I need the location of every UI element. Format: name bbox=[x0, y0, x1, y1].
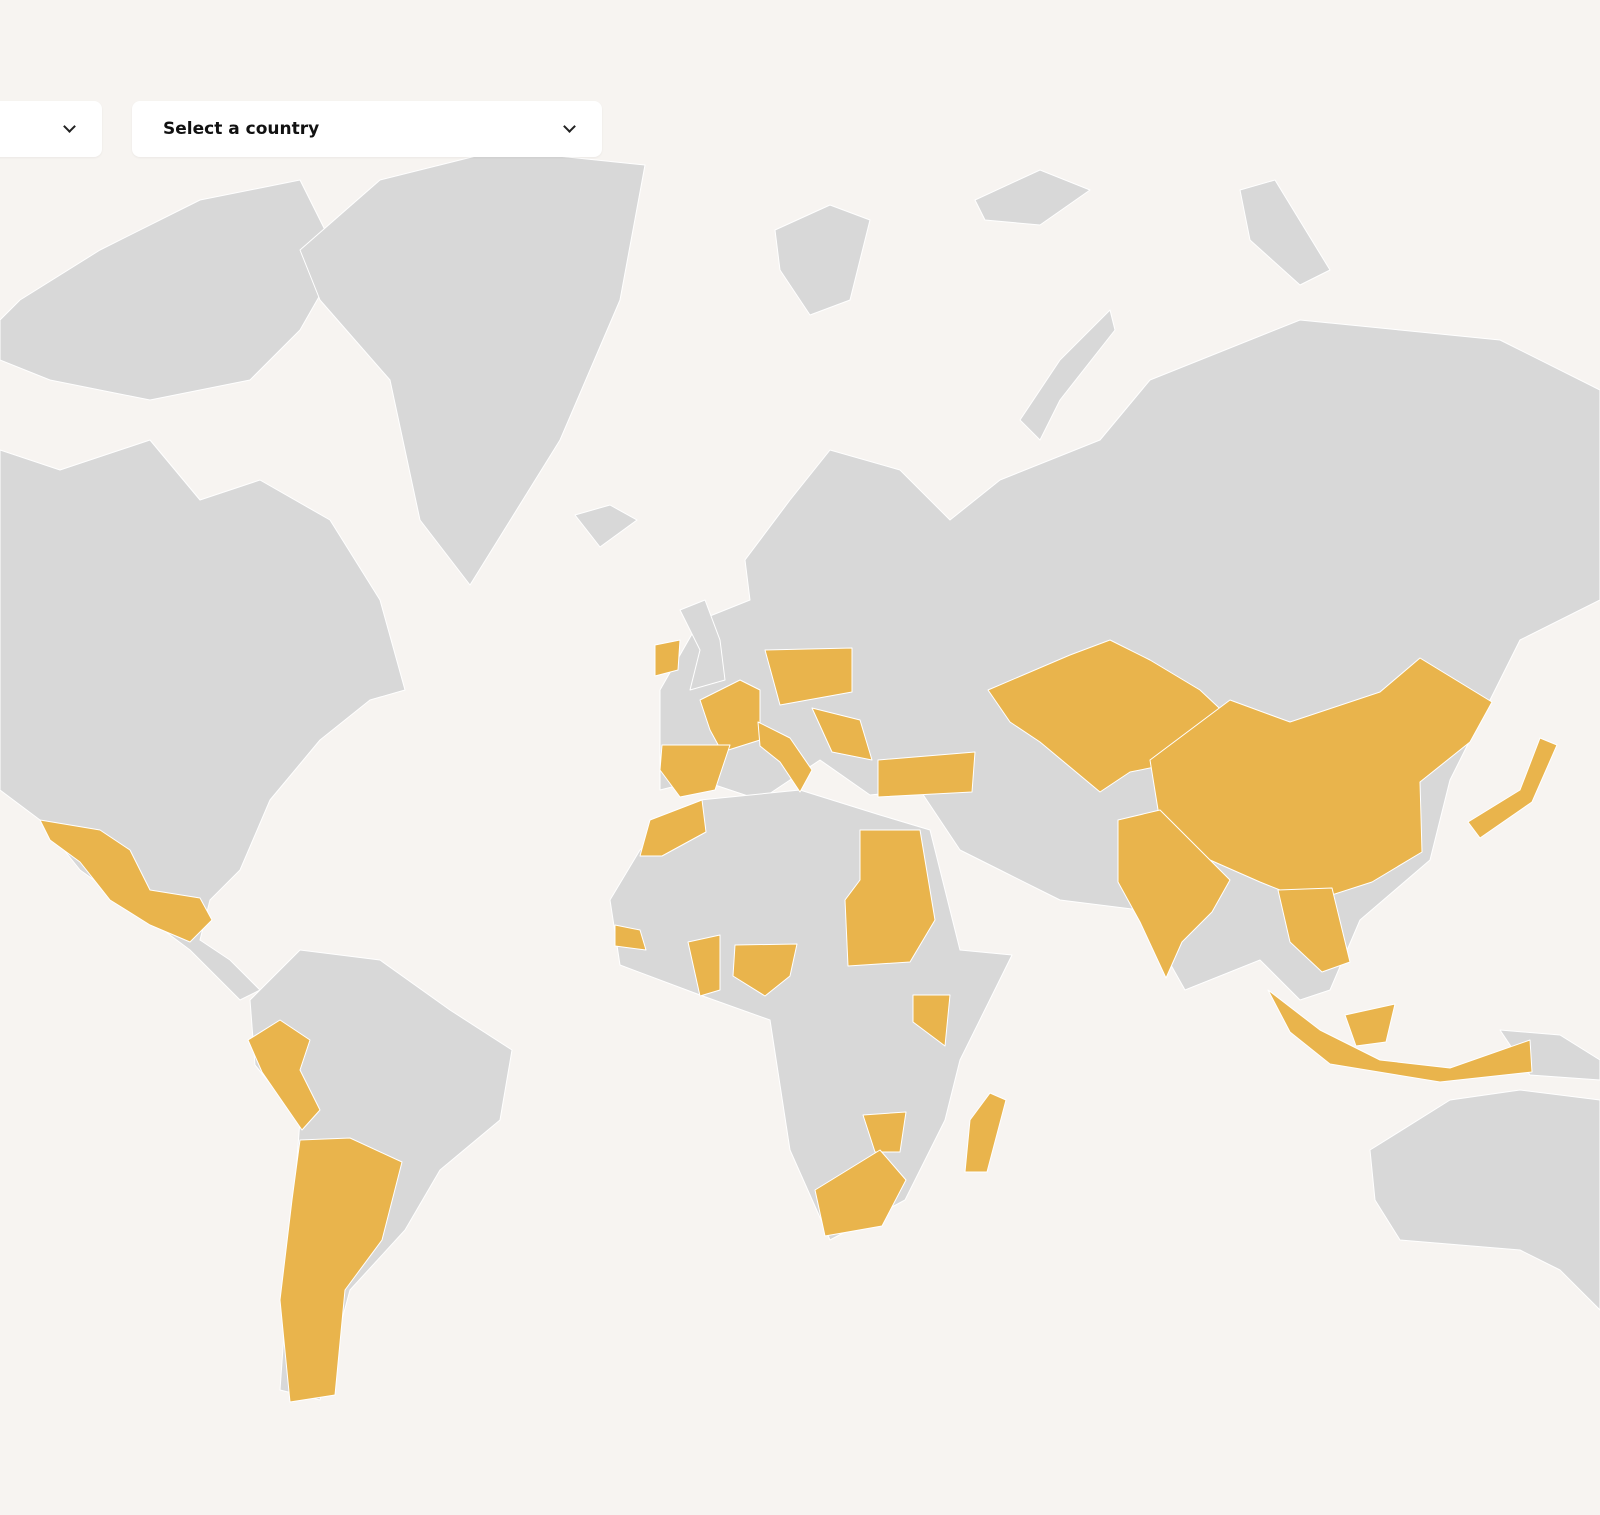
country-indonesia[interactable] bbox=[1267, 989, 1533, 1083]
country-egypt-sudan[interactable] bbox=[844, 829, 936, 967]
country-ireland[interactable] bbox=[654, 639, 681, 677]
country-germany-poland[interactable] bbox=[764, 647, 853, 706]
country-italy[interactable] bbox=[757, 721, 813, 793]
country-nigeria[interactable] bbox=[732, 943, 798, 997]
country-japan[interactable] bbox=[1467, 737, 1558, 839]
land-britain bbox=[679, 599, 726, 691]
country-kenya[interactable] bbox=[912, 994, 951, 1047]
land-severnaya bbox=[1239, 179, 1331, 286]
country-southeast-asia[interactable] bbox=[1277, 887, 1351, 973]
country-spain[interactable] bbox=[659, 744, 731, 798]
land-svalbard bbox=[774, 204, 871, 316]
filter-dropdown[interactable] bbox=[0, 101, 102, 157]
chevron-down-icon bbox=[563, 120, 576, 133]
country-mexico[interactable] bbox=[39, 819, 213, 943]
country-indonesia-borneo[interactable] bbox=[1344, 1003, 1396, 1047]
land-greenland bbox=[299, 149, 646, 586]
country-china[interactable] bbox=[1149, 657, 1493, 903]
country-balkans[interactable] bbox=[811, 707, 873, 761]
country-chile-argentina[interactable] bbox=[279, 1137, 403, 1403]
country-select-dropdown[interactable]: Select a country bbox=[132, 101, 602, 157]
country-south-africa[interactable] bbox=[814, 1149, 907, 1237]
land-africa bbox=[609, 789, 1013, 1241]
country-turkey[interactable] bbox=[877, 751, 976, 798]
land-australia bbox=[1369, 1089, 1600, 1311]
land-arctic-canada bbox=[0, 179, 341, 401]
country-india[interactable] bbox=[1117, 809, 1231, 979]
country-madagascar[interactable] bbox=[964, 1092, 1007, 1173]
country-select-placeholder: Select a country bbox=[163, 119, 320, 139]
country-ghana[interactable] bbox=[687, 934, 721, 997]
country-senegal[interactable] bbox=[614, 924, 647, 951]
land-iceland bbox=[574, 504, 638, 548]
land-arctic-russia bbox=[974, 169, 1091, 226]
country-morocco[interactable] bbox=[639, 799, 707, 857]
country-peru[interactable] bbox=[247, 1019, 321, 1131]
country-zambia-malawi[interactable] bbox=[862, 1111, 907, 1153]
land-novaya-zemlya bbox=[1019, 309, 1116, 441]
chevron-down-icon bbox=[63, 120, 76, 133]
